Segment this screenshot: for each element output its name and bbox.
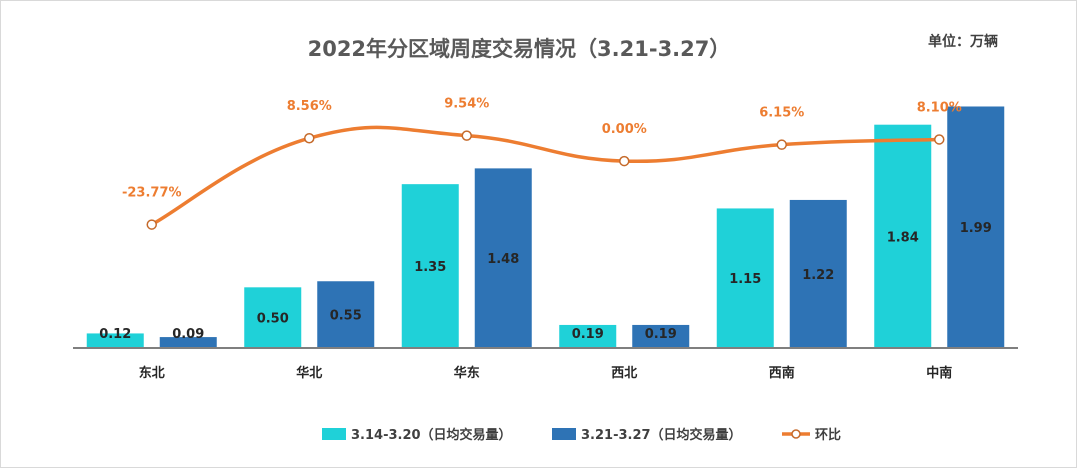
mom-value-label: 9.54% [444, 97, 489, 112]
mom-value-label: 0.00% [602, 122, 647, 137]
bar-this-week [159, 337, 217, 348]
legend: 3.14-3.20（日均交易量） 3.21-3.27（日均交易量） 环比 [322, 427, 841, 443]
bar-prev-week [559, 324, 617, 348]
legend-swatch-mom-marker [791, 429, 801, 439]
bar-value-label: 0.50 [257, 312, 289, 327]
chart-title: 2022年分区域周度交易情况（3.21-3.27） [308, 37, 731, 61]
bar-this-week [317, 281, 375, 348]
category-label: 中南 [926, 365, 952, 381]
category-labels: 东北 华北 华东 西北 西南 中南 [139, 365, 953, 381]
bar-value-label: 0.55 [330, 309, 362, 324]
legend-label-this-week: 3.21-3.27（日均交易量） [581, 427, 742, 443]
category-label: 华东 [454, 365, 480, 381]
mom-marker [619, 155, 630, 167]
category-label: 东北 [139, 365, 165, 381]
bar-prev-week [86, 333, 144, 348]
bars-group: 0.12 0.09 0.50 0.55 1.35 1.48 0.19 0.19 1.15 1.22… [86, 106, 1005, 349]
bar-value-label: 1.99 [960, 221, 992, 236]
bar-this-week [632, 324, 690, 348]
bar-this-week [789, 199, 847, 348]
mom-labels: -23.77% 8.56% 9.54% 0.00% 6.15% 8.10% [122, 97, 962, 201]
mom-marker [461, 130, 472, 141]
legend-swatch-prev-week [322, 428, 346, 440]
bar-value-label: 0.09 [172, 327, 204, 342]
bar-this-week [947, 106, 1005, 349]
bar-value-label: 1.22 [802, 268, 834, 283]
bar-value-label: 1.48 [487, 252, 519, 267]
bar-prev-week [716, 208, 774, 348]
mom-markers [146, 130, 945, 230]
bar-value-label: 1.15 [729, 272, 761, 287]
bar-this-week [474, 168, 532, 348]
bar-value-label: 0.19 [572, 327, 604, 342]
category-label: 华北 [296, 365, 322, 381]
mom-line [150, 125, 940, 227]
unit-label: 单位：万辆 [928, 33, 998, 50]
mom-marker [934, 134, 945, 145]
bar-prev-week [244, 287, 302, 348]
mom-marker [304, 132, 315, 144]
mom-marker [776, 139, 787, 150]
mom-value-label: -23.77% [122, 186, 182, 201]
mom-value-label: 8.10% [917, 100, 962, 115]
bar-value-label: 1.35 [414, 260, 446, 275]
bar-value-label: 0.12 [99, 327, 131, 342]
bar-value-label: 1.84 [887, 230, 919, 245]
legend-label-prev-week: 3.14-3.20（日均交易量） [351, 427, 512, 443]
bar-prev-week [874, 124, 932, 348]
mom-value-label: 6.15% [759, 106, 804, 121]
legend-swatch-this-week [552, 428, 576, 440]
bar-value-label: 0.19 [645, 327, 677, 342]
mom-value-label: 8.56% [287, 99, 332, 114]
category-label: 西南 [769, 365, 795, 381]
bar-prev-week [401, 184, 459, 348]
legend-label-mom: 环比 [815, 427, 841, 443]
category-label: 西北 [611, 366, 637, 381]
mom-marker [146, 219, 157, 230]
